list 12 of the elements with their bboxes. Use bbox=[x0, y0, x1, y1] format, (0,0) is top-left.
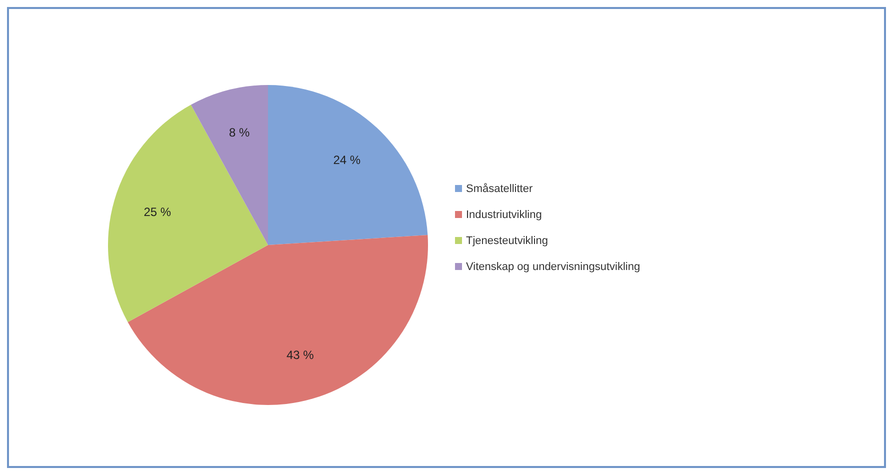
legend-label: Småsatellitter bbox=[466, 182, 533, 195]
data-label: 43 % bbox=[286, 348, 314, 362]
data-label: 8 % bbox=[229, 126, 250, 140]
legend-label: Vitenskap og undervisningsutvikling bbox=[466, 260, 640, 273]
data-label: 24 % bbox=[333, 153, 361, 168]
pie-slice bbox=[128, 234, 428, 405]
legend-label: Tjenesteutvikling bbox=[466, 234, 548, 247]
pie-slice bbox=[268, 85, 428, 245]
pie-slice bbox=[190, 85, 268, 245]
data-label: 25 % bbox=[144, 205, 172, 220]
pie-slice bbox=[108, 104, 268, 322]
legend-label: Industriutvikling bbox=[466, 208, 542, 221]
